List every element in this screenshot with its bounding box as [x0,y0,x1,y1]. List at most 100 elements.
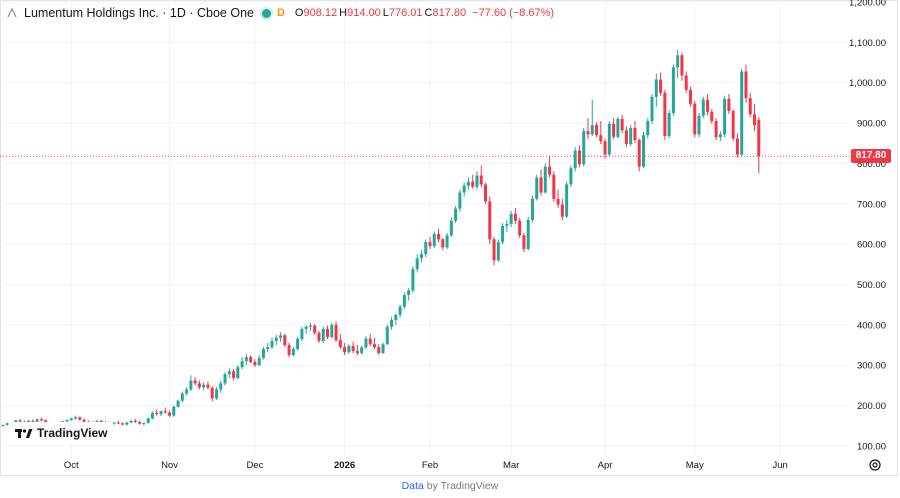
candlestick-chart[interactable]: 100.00 200.00 300.00 400.00 500.00 600.00 700.… [0,0,900,476]
candle[interactable] [501,223,505,245]
candle[interactable] [753,103,757,132]
candle[interactable] [620,115,624,134]
candle[interactable] [492,236,496,266]
candle[interactable] [146,417,150,424]
candle[interactable] [326,325,330,339]
candle[interactable] [479,165,483,188]
candle[interactable] [744,64,748,103]
candle[interactable] [287,343,291,358]
candle[interactable] [735,133,739,158]
candle[interactable] [402,292,406,309]
candle[interactable] [415,254,419,273]
candle[interactable] [385,324,389,346]
candle[interactable] [496,239,500,262]
candle[interactable] [368,333,372,346]
candle[interactable] [543,163,547,194]
candle[interactable] [283,333,287,348]
candle[interactable] [432,231,436,249]
candle[interactable] [65,419,69,423]
candle[interactable] [279,332,283,342]
candle[interactable] [372,337,376,350]
candle[interactable] [185,387,189,396]
candle[interactable] [667,110,671,139]
candle[interactable] [488,196,492,245]
candle[interactable] [624,126,628,148]
candle[interactable] [637,138,641,172]
candle[interactable] [513,207,517,224]
candle[interactable] [441,238,445,251]
candle[interactable] [590,99,594,136]
candle[interactable] [1,424,5,427]
candle[interactable] [180,391,184,403]
candle[interactable] [676,49,680,79]
candle[interactable] [74,415,78,420]
candle[interactable] [407,287,411,301]
candle[interactable] [577,145,581,168]
candle[interactable] [526,216,530,251]
candle[interactable] [659,72,663,96]
candle[interactable] [398,304,402,318]
candle[interactable] [650,94,654,124]
candle[interactable] [215,387,218,400]
candle[interactable] [663,89,667,141]
candle[interactable] [159,410,163,417]
candle[interactable] [573,147,577,172]
candle[interactable] [535,174,539,201]
candle[interactable] [701,96,705,119]
candle[interactable] [78,416,82,421]
candle[interactable] [304,324,308,334]
candle[interactable] [163,407,167,414]
candle[interactable] [347,344,351,354]
candle[interactable] [560,198,564,220]
candle[interactable] [727,94,731,115]
candle[interactable] [518,217,522,239]
candle[interactable] [381,342,385,354]
candle[interactable] [227,368,231,379]
candle[interactable] [569,165,573,187]
candle[interactable] [603,138,607,159]
candle[interactable] [334,321,338,342]
candle[interactable] [731,108,735,142]
candle[interactable] [466,177,470,190]
candle[interactable] [35,418,39,423]
candle[interactable] [176,399,180,408]
candle[interactable] [193,377,197,386]
candle[interactable] [197,380,201,390]
candle[interactable] [697,112,701,138]
candle[interactable] [39,417,43,422]
candle[interactable] [471,174,475,189]
candle[interactable] [411,266,415,293]
candle[interactable] [671,64,675,116]
candle[interactable] [710,108,714,124]
candle[interactable] [428,236,432,249]
candle[interactable] [343,343,347,356]
candle[interactable] [155,409,159,416]
candle[interactable] [5,422,9,426]
candle[interactable] [449,217,453,237]
candle[interactable] [308,322,312,331]
tradingview-badge[interactable]: TradingView [8,422,115,444]
candle[interactable] [270,337,274,350]
candle[interactable] [330,322,334,339]
candle[interactable] [475,171,479,190]
candle[interactable] [150,411,154,420]
candle[interactable] [633,121,637,144]
candle[interactable] [172,405,176,417]
candle[interactable] [706,94,710,116]
candle[interactable] [684,71,688,93]
candle[interactable] [31,419,35,423]
gear-icon[interactable] [868,458,882,472]
candle[interactable] [313,324,317,335]
candle[interactable] [244,353,248,366]
candle[interactable] [612,118,616,140]
candle[interactable] [129,419,133,424]
candle[interactable] [261,347,265,360]
candle[interactable] [437,228,441,243]
candle[interactable] [419,250,423,263]
candle[interactable] [360,345,364,355]
candle[interactable] [121,422,125,426]
candle[interactable] [424,239,428,258]
candle[interactable] [138,420,142,425]
candle[interactable] [274,334,278,346]
candle[interactable] [454,205,458,224]
